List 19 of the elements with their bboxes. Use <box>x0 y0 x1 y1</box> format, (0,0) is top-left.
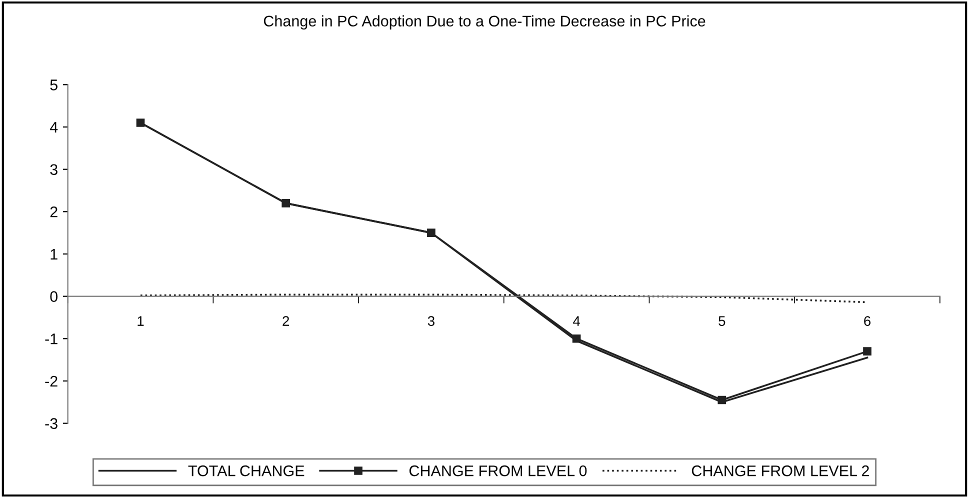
legend-label: CHANGE FROM LEVEL 2 <box>692 465 869 476</box>
chart-title: Change in PC Adoption Due to a One-Time Decrease in PC Price <box>264 15 706 30</box>
y-tick-label: -3 <box>45 418 58 429</box>
y-tick-label: -2 <box>45 376 58 387</box>
x-tick-label: 3 <box>428 316 434 326</box>
y-tick-label: 4 <box>50 122 58 133</box>
y-tick-label: 1 <box>50 249 58 260</box>
y-tick-label: 3 <box>50 164 58 176</box>
legend-label: CHANGE FROM LEVEL 0 <box>409 465 587 476</box>
x-tick-label: 4 <box>573 316 580 326</box>
y-tick-label: 2 <box>50 206 58 218</box>
y-tick-label: -1 <box>45 334 58 344</box>
x-tick-label: 6 <box>864 316 871 326</box>
legend-label: TOTAL CHANGE <box>188 465 304 476</box>
y-tick-label: 5 <box>50 80 58 90</box>
x-tick-label: 2 <box>282 316 290 326</box>
x-tick-label: 5 <box>718 316 726 326</box>
y-tick-label: 0 <box>50 291 58 302</box>
x-tick-label: 1 <box>138 316 144 326</box>
